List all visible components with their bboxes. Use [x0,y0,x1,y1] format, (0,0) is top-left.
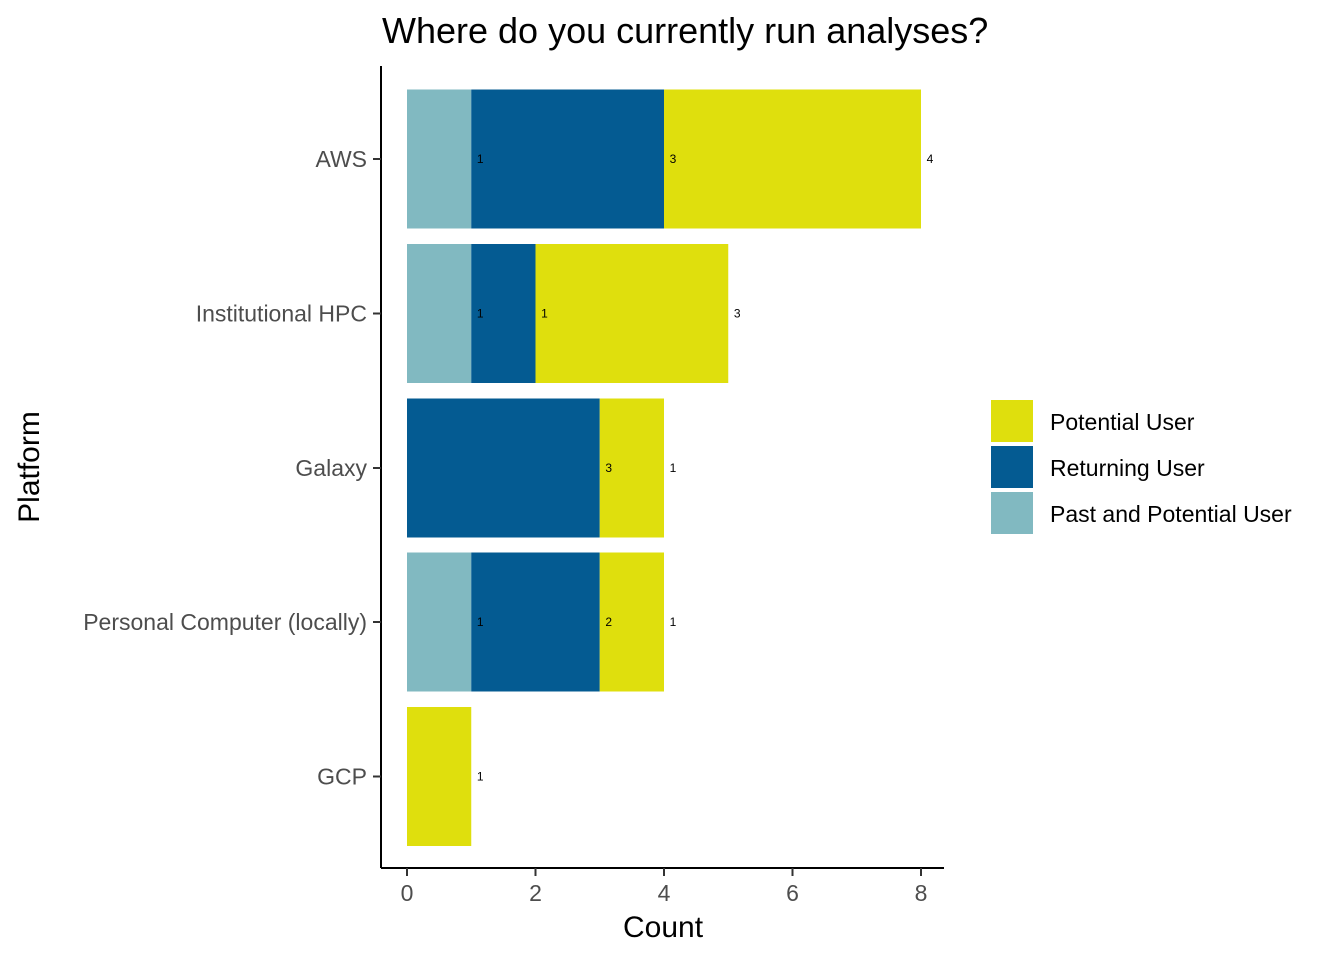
chart-title: Where do you currently run analyses? [382,10,988,51]
x-axis-title: Count [623,911,704,944]
y-tick-label: AWS [315,146,367,172]
bar-value-label: 1 [670,461,677,475]
bar-potential-user [535,244,729,383]
legend-swatch-past-and-potential-user [991,492,1033,534]
bar-value-label: 1 [477,152,484,166]
y-tick-label: Personal Computer (locally) [83,609,367,635]
bar-value-label: 3 [734,307,741,321]
bars-group [407,89,921,846]
bar-returning-user [471,552,600,692]
bar-past-and-potential-user [407,552,472,692]
bar-potential-user [664,89,921,229]
y-ticks-group: AWS Institutional HPC Galaxy Personal Compu… [83,146,381,790]
legend: Potential User Returning User Past and Pot… [991,400,1292,534]
y-tick-label: Institutional HPC [196,301,367,327]
bar-value-label: 3 [605,461,612,475]
x-tick-label: 2 [529,880,542,906]
bar-returning-user [471,89,664,229]
bar-value-label: 1 [477,770,484,784]
legend-label-past-and-potential-user: Past and Potential User [1050,501,1292,527]
bar-potential-user [599,398,664,538]
bar-labels-group: 1 3 4 1 1 3 3 1 1 2 1 1 [477,152,934,784]
x-ticks-group: 0 2 4 6 8 [401,868,928,906]
legend-swatch-potential-user [991,400,1033,442]
x-tick-label: 4 [658,880,671,906]
bar-past-and-potential-user [407,89,472,229]
x-tick-label: 8 [915,880,928,906]
y-tick-label: Galaxy [295,455,367,481]
legend-label-potential-user: Potential User [1050,409,1195,435]
bar-value-label: 4 [927,152,934,166]
bar-potential-user [599,552,664,692]
bar-value-label: 1 [477,615,484,629]
y-tick-label: GCP [317,764,367,790]
x-tick-label: 6 [786,880,799,906]
bar-returning-user [471,244,536,383]
legend-label-returning-user: Returning User [1050,455,1205,481]
legend-swatch-returning-user [991,446,1033,488]
bar-potential-user [407,707,472,846]
bar-value-label: 1 [670,615,677,629]
bar-value-label: 2 [605,615,612,629]
bar-value-label: 1 [477,307,484,321]
bar-past-and-potential-user [407,244,472,383]
bar-value-label: 3 [670,152,677,166]
bar-returning-user [407,398,600,538]
y-axis-title: Platform [13,411,46,523]
bar-value-label: 1 [541,307,548,321]
x-tick-label: 0 [401,880,414,906]
